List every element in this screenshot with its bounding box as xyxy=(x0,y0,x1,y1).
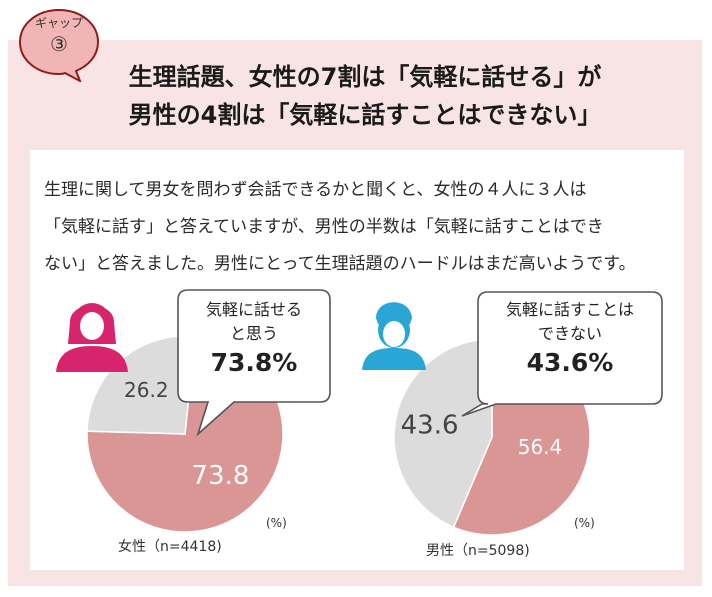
page-title: 生理話題、女性の7割は「気軽に話せる」が 男性の4割は「気軽に話すことはできない… xyxy=(60,58,670,134)
male-caption: 男性（n=5098) xyxy=(426,543,530,559)
female-callout-value: 73.8% xyxy=(210,348,298,377)
male-callout-value: 43.6% xyxy=(526,348,614,377)
female-caption: 女性（n=4418) xyxy=(118,539,222,555)
male-pie-label-0: 56.4 xyxy=(518,435,563,459)
title-line-1: 生理話題、女性の7割は「気軽に話せる」が xyxy=(128,63,602,91)
male-pie-chart: 56.4 43.6 xyxy=(393,338,591,536)
female-callout: 気軽に話せる と思う 73.8% xyxy=(178,298,330,380)
female-unit-label: (%) xyxy=(266,516,287,530)
female-face-icon xyxy=(80,312,104,340)
male-callout-text: 気軽に話すことは できない xyxy=(505,300,634,343)
title-line-2: 男性の4割は「気軽に話すことはできない」 xyxy=(128,101,602,129)
female-callout-text: 気軽に話せる と思う xyxy=(205,300,302,343)
female-callout-bubble xyxy=(177,289,331,437)
intro-paragraph: 生理に関して男女を問わず会話できるかと聞くと、女性の４人に３人は 「気軽に話す」… xyxy=(44,180,636,274)
female-pie-label-1: 26.2 xyxy=(124,378,169,402)
gap-badge xyxy=(18,8,100,82)
male-callout-bubble xyxy=(461,291,663,417)
male-unit-label: (%) xyxy=(574,516,595,530)
male-face-icon xyxy=(383,321,405,347)
female-pie-label-0: 73.8 xyxy=(192,461,250,491)
male-pie-label-1: 43.6 xyxy=(401,411,459,441)
male-callout: 気軽に話すことは できない 43.6% xyxy=(478,298,662,380)
badge-label: ギャップ xyxy=(34,16,83,30)
badge-number: ③ xyxy=(50,32,68,56)
male-pie-slice-1 xyxy=(393,338,493,529)
